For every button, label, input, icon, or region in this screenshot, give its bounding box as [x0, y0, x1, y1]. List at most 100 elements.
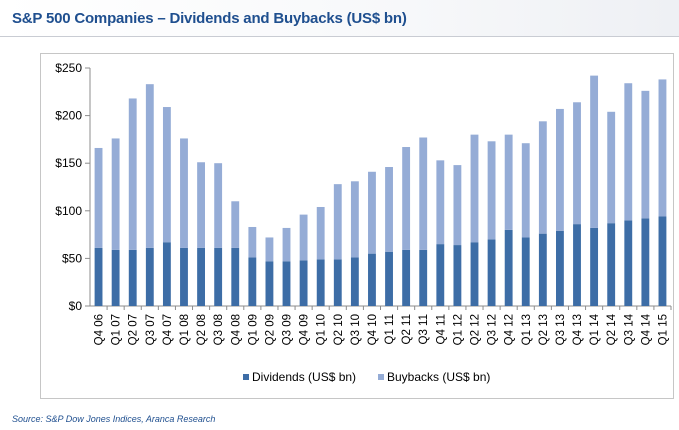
bar-buybacks — [145, 84, 154, 248]
bar-dividends — [248, 257, 257, 306]
bar-dividends — [197, 247, 205, 306]
x-tick-label: Q2 09 — [264, 314, 276, 345]
bar-dividends — [487, 239, 496, 306]
bar-dividends — [385, 251, 393, 306]
bar-dividends — [641, 218, 650, 306]
y-tick-label: $150 — [55, 156, 82, 170]
x-tick-label: Q3 11 — [418, 314, 430, 344]
x-tick-label: Q1 09 — [247, 314, 259, 345]
title-divider — [0, 36, 679, 37]
x-tick-label: Q4 14 — [640, 313, 652, 345]
bar-buybacks — [197, 162, 205, 248]
x-tick-label: Q4 08 — [230, 314, 242, 345]
bar-dividends — [180, 247, 188, 306]
bar-dividends — [453, 245, 462, 306]
bar-buybacks — [111, 138, 120, 250]
bar-dividends — [521, 237, 530, 306]
bar-buybacks — [248, 226, 257, 258]
y-tick-label: $250 — [55, 61, 82, 75]
bar-buybacks — [350, 181, 359, 258]
bar-dividends — [504, 229, 513, 306]
bar-dividends — [94, 247, 103, 306]
x-tick-label: Q3 14 — [623, 313, 635, 345]
bar-dividends — [436, 244, 445, 306]
bar-dividends — [282, 261, 291, 306]
bar-buybacks — [521, 143, 530, 238]
x-tick-label: Q1 11 — [384, 314, 396, 344]
bar-buybacks — [624, 83, 633, 221]
bar-buybacks — [180, 138, 188, 248]
bar-dividends — [111, 249, 120, 306]
bar-buybacks — [590, 75, 599, 228]
bar-dividends — [128, 249, 137, 306]
bar-buybacks — [573, 102, 581, 225]
bar-buybacks — [128, 98, 137, 250]
x-tick-label: Q1 13 — [521, 314, 533, 345]
x-tick-label: Q1 10 — [316, 314, 328, 345]
x-tick-label: Q2 14 — [606, 313, 618, 345]
bar-dividends — [590, 227, 599, 306]
x-tick-label: Q1 15 — [657, 314, 669, 345]
x-tick-label: Q3 13 — [555, 314, 567, 345]
y-tick-label: $0 — [69, 299, 83, 313]
x-tick-label: Q1 07 — [111, 314, 123, 345]
x-tick-label: Q3 12 — [487, 314, 499, 345]
chart-title: S&P 500 Companies – Dividends and Buybac… — [12, 10, 407, 27]
legend-swatch-dividends — [243, 374, 249, 380]
x-tick-label: Q4 13 — [572, 314, 584, 345]
bar-dividends — [316, 259, 325, 306]
bar-buybacks — [556, 108, 564, 231]
bar-buybacks — [162, 107, 171, 243]
x-tick-label: Q4 12 — [504, 314, 516, 345]
x-tick-label: Q3 09 — [282, 314, 294, 345]
x-tick-label: Q1 08 — [179, 314, 191, 345]
x-tick-label: Q3 10 — [350, 314, 362, 345]
bar-dividends — [333, 259, 342, 306]
bar-buybacks — [333, 184, 342, 260]
bar-dividends — [145, 247, 154, 306]
x-tick-label: Q4 11 — [435, 314, 447, 344]
bar-dividends — [265, 261, 274, 306]
bar-buybacks — [231, 201, 240, 248]
bar-buybacks — [94, 147, 103, 248]
bar-buybacks — [641, 90, 650, 219]
bar-buybacks — [316, 206, 325, 260]
bar-dividends — [299, 260, 308, 306]
bar-buybacks — [419, 137, 428, 250]
bar-dividends — [402, 249, 411, 306]
bar-dividends — [470, 242, 479, 306]
bar-dividends — [350, 257, 359, 306]
bar-buybacks — [538, 121, 547, 234]
x-tick-label: Q4 10 — [367, 314, 379, 345]
x-tick-label: Q1 12 — [452, 314, 464, 345]
bar-buybacks — [214, 163, 223, 248]
x-tick-label: Q4 07 — [162, 314, 174, 345]
bar-dividends — [624, 220, 633, 306]
bar-buybacks — [658, 79, 667, 217]
bar-dividends — [556, 230, 564, 306]
x-tick-label: Q3 07 — [145, 314, 157, 345]
source-note: Source: S&P Dow Jones Indices, Aranca Re… — [12, 414, 216, 424]
bar-buybacks — [282, 227, 291, 262]
y-tick-label: $50 — [62, 251, 82, 265]
x-tick-label: Q2 10 — [333, 314, 345, 345]
x-tick-label: Q2 12 — [469, 314, 481, 345]
x-tick-label: Q2 08 — [196, 314, 208, 345]
x-tick-label: Q2 07 — [128, 314, 140, 345]
bar-dividends — [607, 223, 616, 306]
x-tick-label: Q4 06 — [94, 314, 106, 345]
bar-dividends — [419, 249, 428, 306]
bar-dividends — [214, 247, 223, 306]
bar-buybacks — [453, 165, 462, 246]
legend-swatch-buybacks — [378, 374, 384, 380]
bar-dividends — [573, 224, 581, 306]
bar-buybacks — [402, 147, 411, 250]
legend-label-dividends: Dividends (US$ bn) — [252, 370, 356, 384]
bar-buybacks — [299, 214, 308, 261]
bar-buybacks — [470, 134, 479, 243]
legend-label-buybacks: Buybacks (US$ bn) — [387, 370, 490, 384]
bar-buybacks — [607, 111, 616, 224]
bar-dividends — [538, 233, 547, 306]
x-tick-label: Q1 14 — [589, 313, 601, 345]
